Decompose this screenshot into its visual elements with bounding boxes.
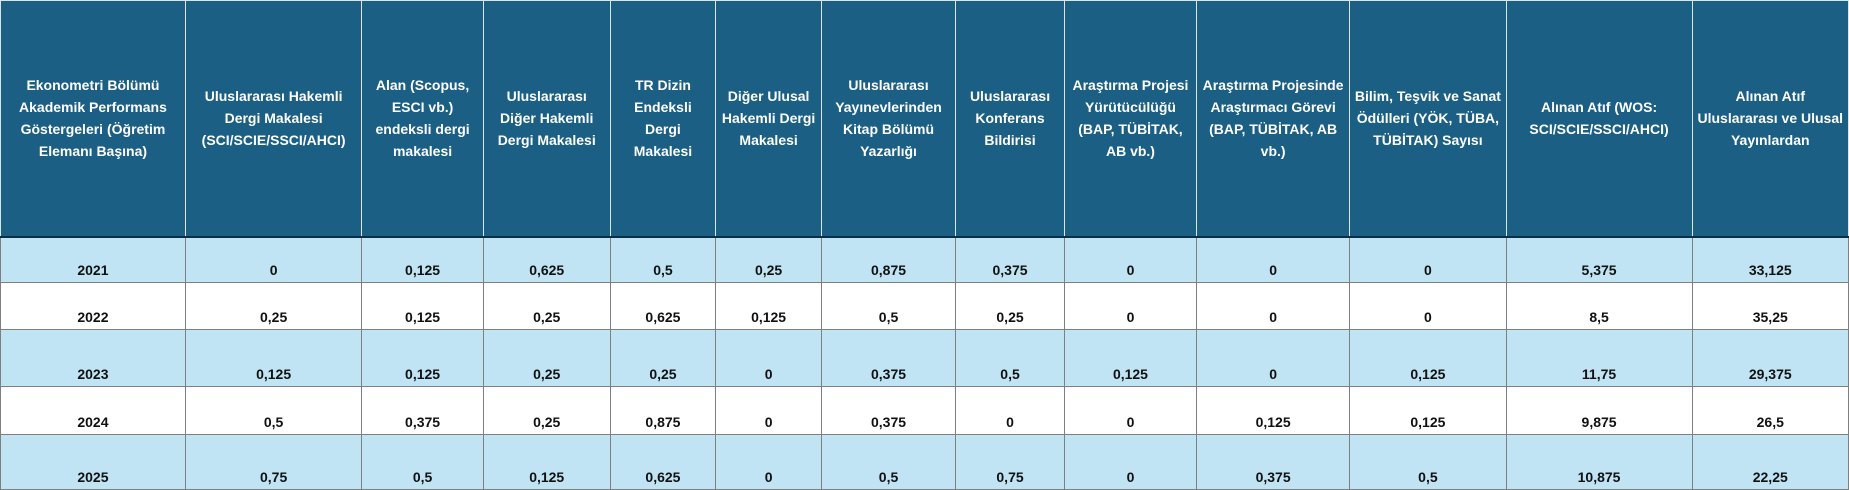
table-cell: 8,5 [1505,282,1693,330]
header-cell-project-researcher: Araştırma Projesinde Araştırmacı Görevi … [1195,0,1351,238]
table-row: 2021 0 0,125 0,625 0,5 0,25 0,875 0,375 … [0,236,1849,283]
year-cell: 2021 [0,236,186,283]
table-cell: 0 [1063,386,1198,435]
table-cell: 0 [715,386,822,435]
table-cell: 0,25 [955,282,1065,330]
year-cell: 2025 [0,434,186,490]
table-cell: 0,125 [1349,386,1507,435]
header-cell-tr-dizin: TR Dizin Endeksli Dergi Makalesi [609,0,717,238]
table-cell: 0,625 [482,236,611,283]
table-cell: 0,375 [955,236,1065,283]
table-cell: 33,125 [1691,236,1849,283]
table-cell: 0 [715,329,822,387]
table-cell: 0 [955,386,1065,435]
header-cell-field-indexed: Alan (Scopus, ESCI vb.) endeksli dergi m… [361,0,484,238]
table-cell: 0,625 [609,434,717,490]
table-cell: 0 [1349,282,1507,330]
table-cell: 0,25 [609,329,717,387]
header-cell-intl-other-refereed: Uluslararası Diğer Hakemli Dergi Makales… [482,0,611,238]
table-row: 2024 0,5 0,375 0,25 0,875 0 0,375 0 0 0,… [0,386,1849,435]
header-cell-indicator: Ekonometri Bölümü Akademik Performans Gö… [0,0,186,238]
table-cell: 0,125 [482,434,611,490]
header-cell-citations-all: Alınan Atıf Uluslararası ve Ulusal Yayın… [1691,0,1849,238]
table-cell: 0,25 [482,386,611,435]
table-cell: 0 [1195,236,1351,283]
table-cell: 0,625 [609,282,717,330]
table-cell: 0,875 [820,236,957,283]
table-cell: 0 [1195,329,1351,387]
year-cell: 2024 [0,386,186,435]
header-cell-book-chapter: Uluslararası Yayınevlerinden Kitap Bölüm… [820,0,957,238]
table-cell: 0,75 [184,434,363,490]
table-cell: 0 [1195,282,1351,330]
header-cell-other-national: Diğer Ulusal Hakemli Dergi Makalesi [715,0,822,238]
header-cell-conference-paper: Uluslararası Konferans Bildirisi [955,0,1065,238]
table-cell: 0,25 [482,282,611,330]
header-cell-project-lead: Araştırma Projesi Yürütücülüğü (BAP, TÜB… [1063,0,1198,238]
table-cell: 5,375 [1505,236,1693,283]
table-cell: 0 [1063,282,1198,330]
table-cell: 0,375 [820,386,957,435]
table-cell: 22,25 [1691,434,1849,490]
table-cell: 0 [184,236,363,283]
table-cell: 0,25 [715,236,822,283]
table-cell: 0,375 [1195,434,1351,490]
table-cell: 11,75 [1505,329,1693,387]
table-cell: 0,5 [361,434,484,490]
table-cell: 0,375 [361,386,484,435]
year-cell: 2022 [0,282,186,330]
table-cell: 0,5 [955,329,1065,387]
table-cell: 0,125 [715,282,822,330]
table-cell: 0,125 [1063,329,1198,387]
table-cell: 0,5 [820,434,957,490]
table-cell: 0,25 [482,329,611,387]
table-cell: 0,5 [820,282,957,330]
table-cell: 26,5 [1691,386,1849,435]
table-cell: 0,125 [1349,329,1507,387]
table-cell: 0 [1063,434,1198,490]
header-cell-citations-wos: Alınan Atıf (WOS: SCI/SCIE/SSCI/AHCI) [1505,0,1693,238]
table-cell: 0,125 [361,236,484,283]
table-cell: 35,25 [1691,282,1849,330]
table-cell: 0,25 [184,282,363,330]
table-cell: 0,75 [955,434,1065,490]
table-cell: 0 [1063,236,1198,283]
table-cell: 10,875 [1505,434,1693,490]
table-cell: 0 [715,434,822,490]
table-cell: 9,875 [1505,386,1693,435]
table-cell: 0,5 [609,236,717,283]
header-cell-awards: Bilim, Teşvik ve Sanat Ödülleri (YÖK, TÜ… [1349,0,1507,238]
table-cell: 29,375 [1691,329,1849,387]
table-cell: 0,125 [184,329,363,387]
table-cell: 0,5 [184,386,363,435]
table-row: 2023 0,125 0,125 0,25 0,25 0 0,375 0,5 0… [0,329,1849,387]
table-cell: 0 [1349,236,1507,283]
table-cell: 0,375 [820,329,957,387]
table-cell: 0,125 [361,282,484,330]
table-cell: 0,875 [609,386,717,435]
header-cell-intl-refereed-sci: Uluslararası Hakemli Dergi Makalesi (SCI… [184,0,363,238]
table-row: 2025 0,75 0,5 0,125 0,625 0 0,5 0,75 0 0… [0,434,1849,490]
table-row: 2022 0,25 0,125 0,25 0,625 0,125 0,5 0,2… [0,282,1849,330]
header-row: Ekonometri Bölümü Akademik Performans Gö… [0,0,1849,238]
table-cell: 0,125 [1195,386,1351,435]
table-cell: 0,125 [361,329,484,387]
table-cell: 0,5 [1349,434,1507,490]
year-cell: 2023 [0,329,186,387]
